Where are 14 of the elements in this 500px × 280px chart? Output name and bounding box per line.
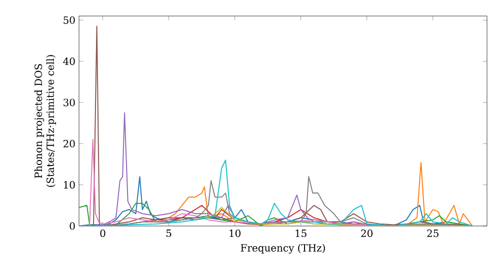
y-tick-label: 10 [64,181,75,189]
x-tick-label: 25 [427,230,438,238]
y-tick-label: 20 [63,140,75,148]
y-tick-label: 40 [63,58,75,66]
y-axis-title: Phonon projected DOS (States/THz·primitive cell) [34,55,56,187]
y-tick-label: 0 [70,222,75,230]
y-tick-label: 50 [64,16,75,24]
x-tick-label: 5 [166,230,172,237]
x-tick-label: 10 [230,230,240,238]
y-tick-label: 30 [64,98,75,106]
x-tick-label: 20 [361,230,373,238]
x-tick-label: 15 [296,230,306,238]
x-axis-title: Frequency (THz) [240,244,325,254]
x-tick-label: 0 [100,230,106,238]
